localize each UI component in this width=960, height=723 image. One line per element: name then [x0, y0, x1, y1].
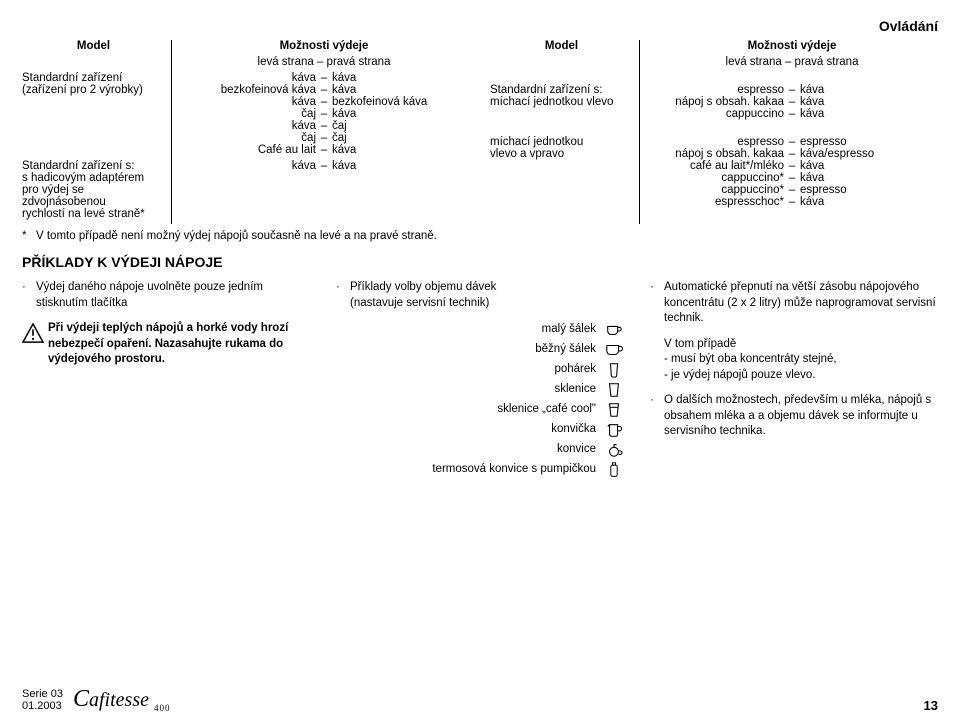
- list-item: V tom případě- musí být oba koncentráty …: [650, 337, 938, 384]
- option-pair: nápoj s obsah. kakaa–káva: [646, 96, 938, 108]
- page-number: 13: [924, 698, 938, 713]
- page-footer: Serie 03 01.2003 Cafitesse 400 13: [22, 686, 938, 713]
- warning-icon: [22, 323, 44, 343]
- top-tables: Model Možnosti výdeje levá strana – prav…: [22, 40, 938, 224]
- dose-label: běžný šálek: [336, 342, 604, 358]
- warning-text: Při výdeji teplých nápojů a horké vody h…: [48, 321, 310, 368]
- cup2-icon: [604, 341, 624, 359]
- opts-cell: espresso–espressonápoj s obsah. kakaa–ká…: [640, 136, 938, 224]
- th-opts: Možnosti výdeje levá strana – pravá stra…: [640, 40, 938, 84]
- dose-row: sklenice: [336, 381, 624, 399]
- list-item: ·O dalších možnostech, především u mléka…: [650, 393, 938, 440]
- option-pair: nápoj s obsah. kakaa–káva/espresso: [646, 148, 938, 160]
- dose-table: malý šálek běžný šálek pohárek sklenice skle…: [336, 321, 624, 479]
- option-pair: cappuccino*–káva: [646, 172, 938, 184]
- th-opts: Možnosti výdeje levá strana – pravá stra…: [172, 40, 470, 72]
- dose-row: konvička: [336, 421, 624, 439]
- model-cell: Standardní zařízení (zařízení pro 2 výro…: [22, 72, 172, 160]
- model-cell: míchací jednotkou vlevo a vpravo: [490, 136, 640, 224]
- option-pair: café au lait*/mléko–káva: [646, 160, 938, 172]
- dose-label: sklenice „café cool": [336, 402, 604, 418]
- page: Ovládání Model Možnosti výdeje levá stra…: [0, 0, 960, 723]
- footer-meta: Serie 03 01.2003: [22, 688, 63, 713]
- dose-label: pohárek: [336, 362, 604, 378]
- glass-icon: [604, 381, 624, 399]
- pot-icon: [604, 441, 624, 459]
- option-pair: káva–káva: [178, 160, 470, 172]
- footer-left: Serie 03 01.2003 Cafitesse 400: [22, 686, 171, 713]
- dose-row: pohárek: [336, 361, 624, 379]
- warning: Při výdeji teplých nápojů a horké vody h…: [22, 321, 310, 368]
- brand-logo: Cafitesse 400: [73, 686, 171, 713]
- left-model-table: Model Možnosti výdeje levá strana – prav…: [22, 40, 470, 224]
- page-header: Ovládání: [22, 18, 938, 34]
- glass2-icon: [604, 401, 624, 419]
- dose-row: malý šálek: [336, 321, 624, 339]
- example-col-2: · Příklady volby objemu dávek (nastavuje…: [336, 280, 624, 481]
- dose-label: konvička: [336, 422, 604, 438]
- option-pair: čaj–čaj: [178, 132, 470, 144]
- beaker-icon: [604, 361, 624, 379]
- right-model-table: Model Možnosti výdeje levá strana – prav…: [490, 40, 938, 224]
- dose-label: sklenice: [336, 382, 604, 398]
- list-item: ·Automatické přepnutí na větší zásobu ná…: [650, 280, 938, 327]
- footnote-star: *: [22, 230, 36, 242]
- option-pair: bezkofeinová káva–káva: [178, 84, 470, 96]
- option-pair: espresschoc*–káva: [646, 196, 938, 208]
- option-pair: cappuccino–káva: [646, 108, 938, 120]
- dose-row: běžný šálek: [336, 341, 624, 359]
- jug-icon: [604, 421, 624, 439]
- dose-row: termosová konvice s pumpičkou: [336, 461, 624, 479]
- opts-cell: káva–káva: [172, 160, 470, 224]
- dose-row: konvice: [336, 441, 624, 459]
- list-item: · Výdej daného nápoje uvolněte pouze jed…: [22, 280, 310, 311]
- option-pair: káva–bezkofeinová káva: [178, 96, 470, 108]
- model-cell: Standardní zařízení s: s hadicovým adapt…: [22, 160, 172, 224]
- option-pair: čaj–káva: [178, 108, 470, 120]
- dose-label: termosová konvice s pumpičkou: [336, 462, 604, 478]
- th-model: Model: [22, 40, 172, 72]
- th-model: Model: [490, 40, 640, 84]
- list-item: · Příklady volby objemu dávek (nastavuje…: [336, 280, 624, 311]
- section-title: PŘÍKLADY K VÝDEJI NÁPOJE: [22, 254, 938, 270]
- opts-cell: káva–kávabezkofeinová káva–kávakáva–bezk…: [172, 72, 470, 160]
- opts-cell: espresso–kávanápoj s obsah. kakaa–kávaca…: [640, 84, 938, 136]
- model-cell: Standardní zařízení s: míchací jednotkou…: [490, 84, 640, 136]
- examples-columns: · Výdej daného nápoje uvolněte pouze jed…: [22, 280, 938, 481]
- option-pair: káva–čaj: [178, 120, 470, 132]
- dose-label: konvice: [336, 442, 604, 458]
- thermos-icon: [604, 461, 624, 479]
- dose-row: sklenice „café cool": [336, 401, 624, 419]
- footnote-text: V tomto případě není možný výdej nápojů …: [36, 230, 437, 242]
- cup1-icon: [604, 321, 624, 339]
- option-pair: káva–káva: [178, 72, 470, 84]
- option-pair: espresso–espresso: [646, 136, 938, 148]
- footnote: * V tomto případě není možný výdej nápoj…: [22, 230, 938, 242]
- example-col-3: ·Automatické přepnutí na větší zásobu ná…: [650, 280, 938, 481]
- example-col-1: · Výdej daného nápoje uvolněte pouze jed…: [22, 280, 310, 481]
- option-pair: cappuccino*–espresso: [646, 184, 938, 196]
- dose-label: malý šálek: [336, 322, 604, 338]
- option-pair: Café au lait–káva: [178, 144, 470, 156]
- option-pair: espresso–káva: [646, 84, 938, 96]
